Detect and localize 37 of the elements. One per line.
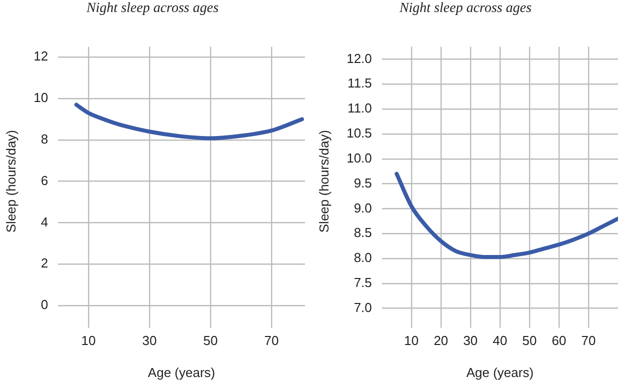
line-series [74, 102, 304, 140]
x-tick-label: 20 [434, 333, 448, 348]
x-tick-label: 60 [552, 333, 566, 348]
y-tick-label: 10 [34, 90, 48, 106]
y-tick-label: 9.0 [354, 200, 372, 216]
y-tick-label: 10.5 [346, 126, 372, 141]
x-tick-label: 10 [81, 333, 96, 348]
x-tick-label: 30 [142, 333, 157, 348]
y-axis-title: Sleep (hours/day) [316, 130, 332, 233]
x-tick-label: 70 [264, 333, 279, 348]
y-tick-label: 9.5 [354, 175, 372, 190]
x-axis-title: Age (years) [466, 364, 534, 380]
x-tick-label: 30 [463, 333, 478, 348]
y-tick-label: 6 [40, 172, 48, 188]
y-tick-label: 10.0 [346, 150, 372, 166]
y-tick-label: 0 [40, 297, 48, 312]
y-tick-label: 4 [40, 214, 48, 230]
y-tick-label: 8.0 [354, 250, 372, 266]
chart-title: Night sleep across ages [398, 1, 532, 16]
y-tick-label: 12.0 [346, 50, 372, 66]
y-tick-label: 2 [40, 256, 48, 271]
y-tick-label: 12 [34, 48, 48, 64]
x-tick-label: 70 [581, 333, 596, 348]
x-tick-label: 50 [522, 333, 537, 348]
y-tick-label: 7.0 [354, 300, 372, 315]
y-tick-label: 8 [40, 131, 48, 146]
chart-title: Night sleep across ages [85, 1, 220, 16]
line-series [394, 172, 618, 260]
y-axis-title: Sleep (hours/day) [3, 130, 18, 233]
x-tick-label: 40 [492, 333, 508, 348]
y-tick-label: 11.0 [348, 100, 372, 116]
y-tick-label: 7.5 [354, 275, 372, 290]
x-tick-label: 50 [203, 333, 218, 348]
y-tick-label: 11.5 [348, 76, 372, 91]
y-tick-label: 8.5 [354, 225, 372, 240]
x-tick-label: 10 [404, 333, 419, 348]
x-axis-title: Age (years) [148, 364, 216, 380]
